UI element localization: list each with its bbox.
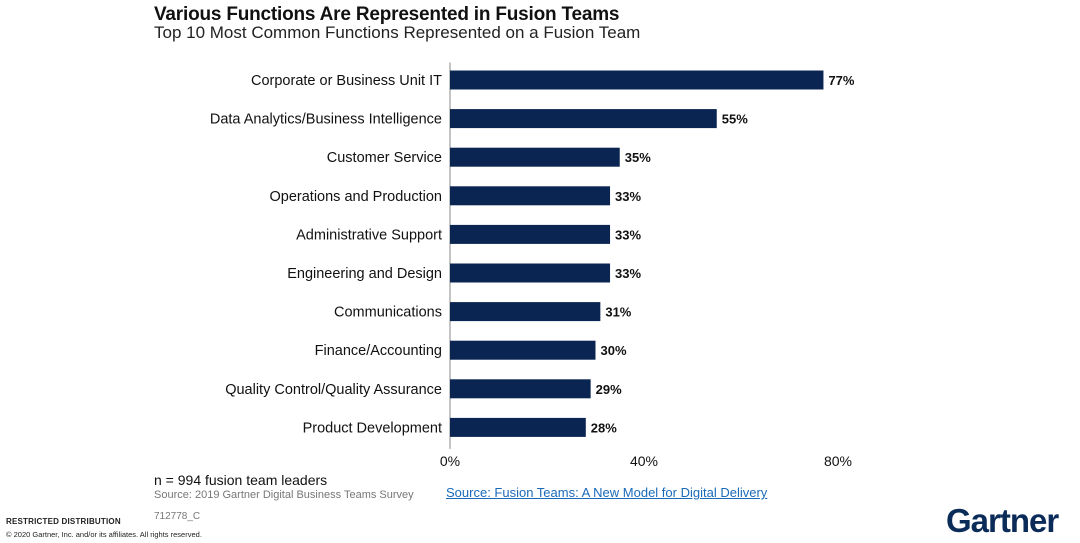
category-label: Customer Service [327,150,442,166]
category-label: Product Development [303,420,442,436]
category-label: Corporate or Business Unit IT [251,73,442,89]
category-label: Engineering and Design [287,266,442,282]
bar [450,302,601,322]
bar [450,70,824,90]
category-label: Data Analytics/Business Intelligence [210,112,442,128]
value-label: 29% [596,382,622,397]
bar [450,340,596,360]
bar [450,379,591,399]
copyright-notice: © 2020 Gartner, Inc. and/or its affiliat… [6,530,202,539]
value-label: 77% [828,73,854,88]
value-label: 31% [605,305,631,320]
chart-subtitle: Top 10 Most Common Functions Represented… [154,23,641,42]
x-tick-label: 40% [630,453,658,469]
value-label: 33% [615,189,641,204]
bar [450,263,611,283]
category-label: Finance/Accounting [315,343,442,359]
source-link[interactable]: Source: Fusion Teams: A New Model for Di… [446,485,768,500]
x-tick-label: 0% [440,453,460,469]
bar [450,147,620,167]
value-label: 28% [591,420,617,435]
value-label: 33% [615,227,641,242]
value-label: 33% [615,266,641,281]
category-label: Operations and Production [270,189,443,205]
document-id: 712778_C [154,511,201,522]
value-label: 30% [601,343,627,358]
x-tick-label: 80% [824,453,852,469]
restricted-distribution-label: RESTRICTED DISTRIBUTION [6,517,121,526]
chart-title: Various Functions Are Represented in Fus… [154,4,620,25]
sample-size-note: n = 994 fusion team leaders [154,472,328,488]
survey-source: Source: 2019 Gartner Digital Business Te… [154,489,414,501]
category-label: Quality Control/Quality Assurance [225,382,442,398]
gartner-logo: Gartner [946,502,1059,539]
value-label: 55% [722,112,748,127]
bar [450,224,611,244]
bar [450,186,611,206]
bar [450,109,717,129]
category-label: Administrative Support [296,227,442,243]
category-label: Communications [334,305,442,321]
value-label: 35% [625,150,651,165]
bar [450,417,586,437]
